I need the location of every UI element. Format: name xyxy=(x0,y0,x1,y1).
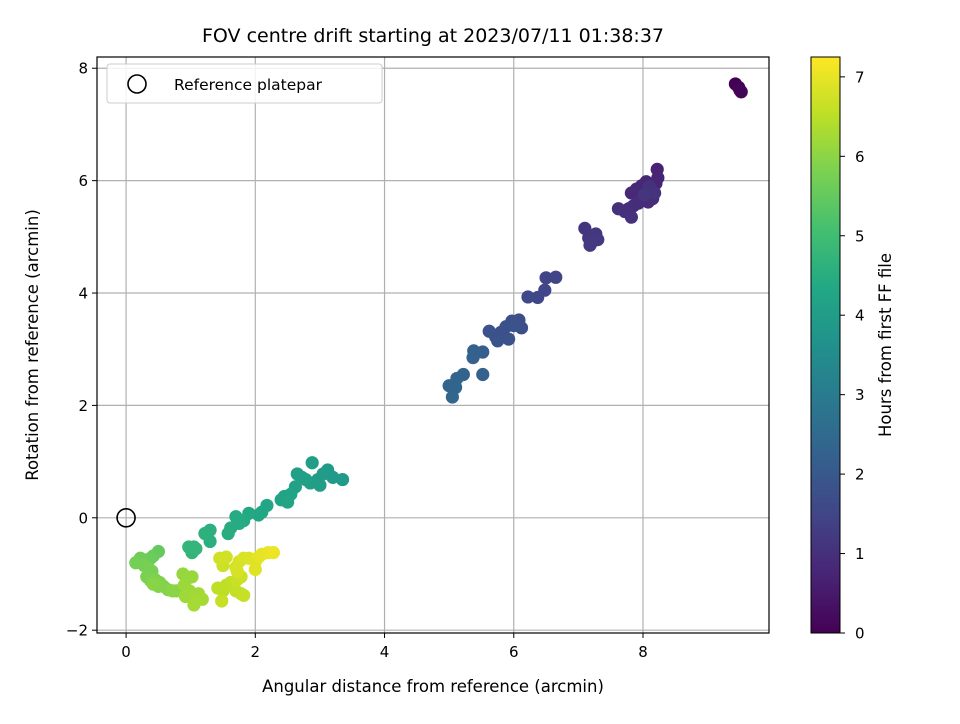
y-tick-label: 0 xyxy=(78,509,88,527)
colorbar-tick-label: 3 xyxy=(855,386,865,404)
y-axis: −2 0 2 4 6 8 xyxy=(66,60,97,640)
data-point xyxy=(219,550,233,564)
data-point xyxy=(187,598,201,612)
data-point xyxy=(482,324,496,338)
colorbar-label: Hours from first FF file xyxy=(876,253,895,437)
y-tick-label: 4 xyxy=(78,285,88,303)
legend-entry-reference-platepar: Reference platepar xyxy=(174,76,323,94)
data-points xyxy=(129,77,748,612)
data-point xyxy=(295,470,309,484)
data-point xyxy=(185,570,199,584)
x-axis-label: Angular distance from reference (arcmin) xyxy=(262,677,604,696)
colorbar-tick-label: 5 xyxy=(855,227,865,245)
data-point xyxy=(281,495,295,509)
colorbar-tick-label: 6 xyxy=(855,148,865,166)
data-point xyxy=(539,271,553,285)
data-point xyxy=(313,478,327,492)
data-point xyxy=(624,210,638,224)
x-axis: 0 2 4 6 8 xyxy=(121,633,648,661)
data-point xyxy=(624,186,638,200)
colorbar-tick-label: 4 xyxy=(855,307,865,325)
colorbar-gradient xyxy=(810,56,841,634)
x-tick-label: 0 xyxy=(121,643,131,661)
colorbar-tick-label: 2 xyxy=(855,466,865,484)
data-point xyxy=(491,334,505,348)
colorbar-tick-label: 0 xyxy=(855,625,865,643)
data-point xyxy=(611,202,626,216)
data-point xyxy=(305,456,319,470)
x-tick-label: 8 xyxy=(638,643,648,661)
legend: Reference platepar xyxy=(106,63,383,104)
x-tick-label: 4 xyxy=(380,643,390,661)
colorbar-axis: 0 1 2 3 4 5 6 7 xyxy=(840,68,865,643)
data-point xyxy=(583,238,597,252)
colorbar-tick-label: 7 xyxy=(855,68,865,86)
x-tick-label: 2 xyxy=(251,643,261,661)
reference-marker xyxy=(116,507,136,528)
data-point xyxy=(466,351,480,365)
data-point xyxy=(549,270,563,284)
data-point xyxy=(248,562,262,577)
y-tick-label: 6 xyxy=(78,172,88,190)
data-point xyxy=(189,542,203,556)
x-tick-label: 6 xyxy=(509,643,519,661)
data-point xyxy=(507,319,521,333)
data-point xyxy=(502,332,516,346)
y-tick-label: 2 xyxy=(78,397,88,415)
data-point xyxy=(215,594,229,608)
data-point xyxy=(146,577,160,591)
data-point xyxy=(476,367,490,382)
legend-box xyxy=(106,63,383,104)
data-point xyxy=(648,186,662,200)
legend-marker-icon xyxy=(127,74,147,94)
data-point xyxy=(531,290,545,305)
data-point xyxy=(266,546,280,560)
chart-title: FOV centre drift starting at 2023/07/11 … xyxy=(202,25,664,47)
y-axis-label: Rotation from reference (arcmin) xyxy=(23,209,42,481)
data-point xyxy=(521,290,535,304)
data-point xyxy=(445,390,459,404)
colorbar: 0 1 2 3 4 5 6 7 Hours from first FF file xyxy=(810,56,895,643)
colorbar-tick-label: 1 xyxy=(855,545,865,563)
data-point xyxy=(221,526,235,541)
data-point xyxy=(237,588,251,602)
y-tick-label: 8 xyxy=(78,60,88,78)
y-tick-label: −2 xyxy=(66,622,88,640)
data-point xyxy=(637,188,651,202)
data-point xyxy=(733,83,747,97)
plot-frame xyxy=(96,56,770,634)
data-point xyxy=(198,526,212,541)
